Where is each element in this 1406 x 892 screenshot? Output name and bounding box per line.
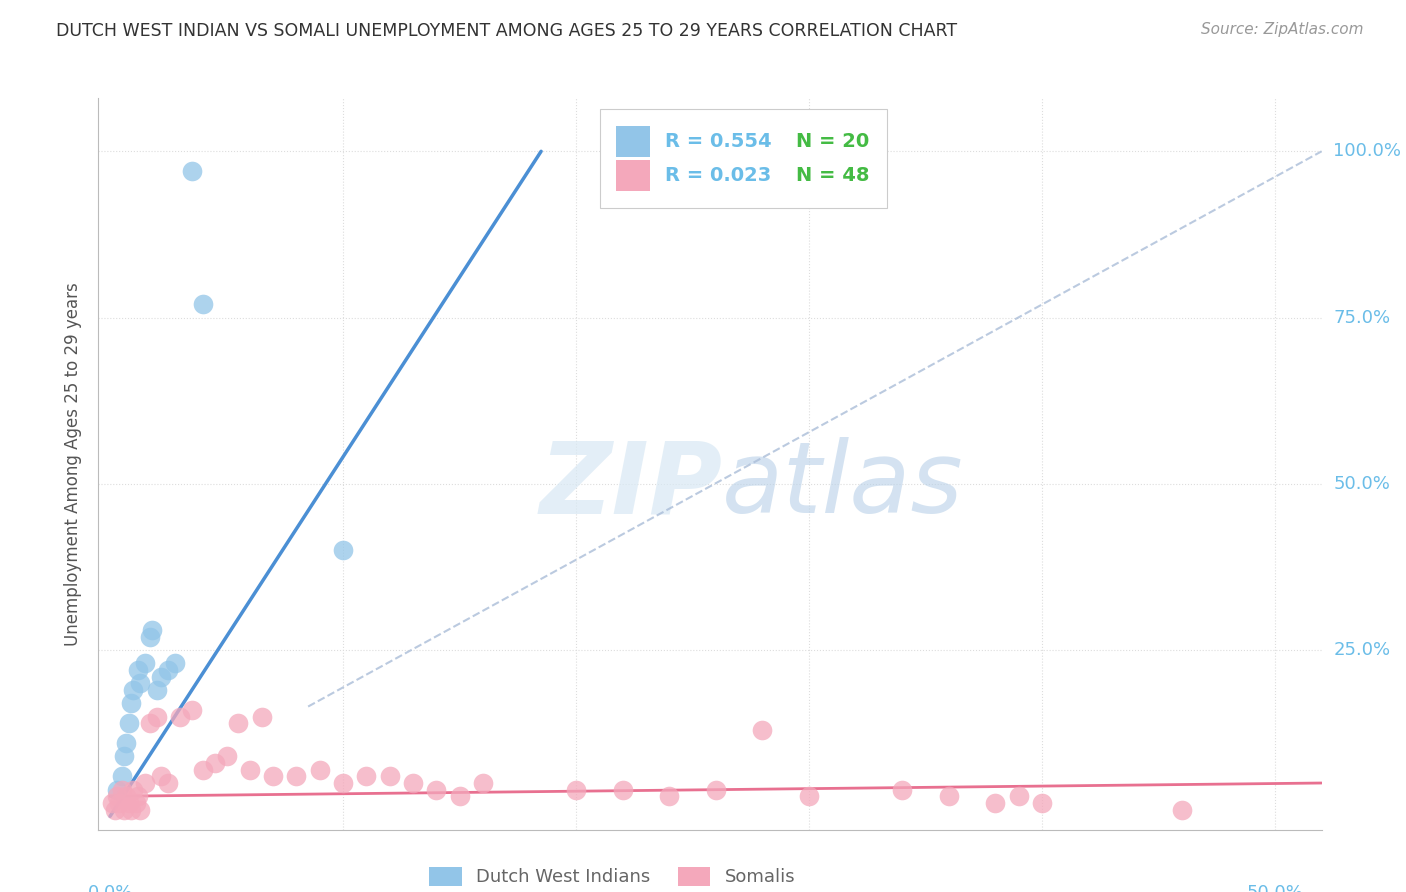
Point	[751, 723, 773, 737]
Point	[180, 164, 202, 178]
Point	[215, 749, 238, 764]
Point	[165, 657, 187, 671]
FancyBboxPatch shape	[616, 126, 650, 157]
Point	[105, 782, 128, 797]
Point	[127, 789, 149, 804]
Text: 50.0%: 50.0%	[1247, 884, 1303, 892]
Point	[145, 709, 167, 723]
Point	[193, 297, 215, 311]
Point	[122, 682, 145, 697]
Y-axis label: Unemployment Among Ages 25 to 29 years: Unemployment Among Ages 25 to 29 years	[65, 282, 83, 646]
Text: ZIP: ZIP	[540, 437, 723, 534]
Point	[101, 796, 124, 810]
Point	[145, 682, 167, 697]
Point	[120, 803, 142, 817]
Point	[239, 763, 262, 777]
Point	[565, 782, 588, 797]
Point	[1171, 803, 1194, 817]
Point	[138, 630, 160, 644]
Point	[112, 749, 135, 764]
Point	[150, 769, 173, 783]
Point	[356, 769, 378, 783]
Point	[112, 803, 135, 817]
Point	[285, 769, 308, 783]
Point	[118, 796, 141, 810]
Point	[141, 623, 163, 637]
Point	[122, 782, 145, 797]
Point	[471, 776, 494, 790]
Point	[157, 663, 180, 677]
Text: R = 0.554: R = 0.554	[665, 132, 772, 151]
Point	[1008, 789, 1031, 804]
Point	[193, 763, 215, 777]
Point	[425, 782, 447, 797]
Point	[111, 782, 134, 797]
Legend: Dutch West Indians, Somalis: Dutch West Indians, Somalis	[422, 860, 803, 892]
Point	[104, 803, 127, 817]
Point	[169, 709, 191, 723]
Text: DUTCH WEST INDIAN VS SOMALI UNEMPLOYMENT AMONG AGES 25 TO 29 YEARS CORRELATION C: DUTCH WEST INDIAN VS SOMALI UNEMPLOYMENT…	[56, 22, 957, 40]
Point	[332, 543, 354, 558]
Point	[797, 789, 820, 804]
Point	[180, 703, 202, 717]
Point	[111, 769, 134, 783]
Point	[658, 789, 681, 804]
Point	[262, 769, 284, 783]
Point	[1031, 796, 1053, 810]
Point	[134, 776, 156, 790]
Point	[115, 736, 138, 750]
Point	[129, 676, 152, 690]
Text: 25.0%: 25.0%	[1333, 641, 1391, 659]
Point	[115, 789, 138, 804]
Point	[250, 709, 273, 723]
Point	[938, 789, 960, 804]
Text: 75.0%: 75.0%	[1333, 309, 1391, 326]
Point	[226, 716, 249, 731]
Text: R = 0.023: R = 0.023	[665, 166, 770, 186]
Point	[134, 657, 156, 671]
Text: atlas: atlas	[723, 437, 965, 534]
Text: N = 20: N = 20	[796, 132, 869, 151]
Text: N = 48: N = 48	[796, 166, 869, 186]
Point	[125, 796, 148, 810]
Point	[127, 663, 149, 677]
Point	[120, 696, 142, 710]
Point	[612, 782, 634, 797]
Point	[402, 776, 425, 790]
Point	[332, 776, 354, 790]
Point	[150, 670, 173, 684]
Point	[449, 789, 471, 804]
FancyBboxPatch shape	[616, 161, 650, 191]
Point	[308, 763, 330, 777]
Text: 50.0%: 50.0%	[1333, 475, 1391, 492]
Point	[129, 803, 152, 817]
Point	[118, 716, 141, 731]
Text: Source: ZipAtlas.com: Source: ZipAtlas.com	[1201, 22, 1364, 37]
Text: 100.0%: 100.0%	[1333, 143, 1402, 161]
Point	[108, 796, 131, 810]
Text: 0.0%: 0.0%	[87, 884, 132, 892]
Point	[157, 776, 180, 790]
Point	[105, 789, 128, 804]
Point	[891, 782, 914, 797]
Point	[138, 716, 160, 731]
Point	[728, 145, 751, 159]
Point	[704, 782, 727, 797]
Point	[378, 769, 401, 783]
Point	[984, 796, 1007, 810]
Point	[204, 756, 226, 770]
FancyBboxPatch shape	[600, 109, 887, 208]
